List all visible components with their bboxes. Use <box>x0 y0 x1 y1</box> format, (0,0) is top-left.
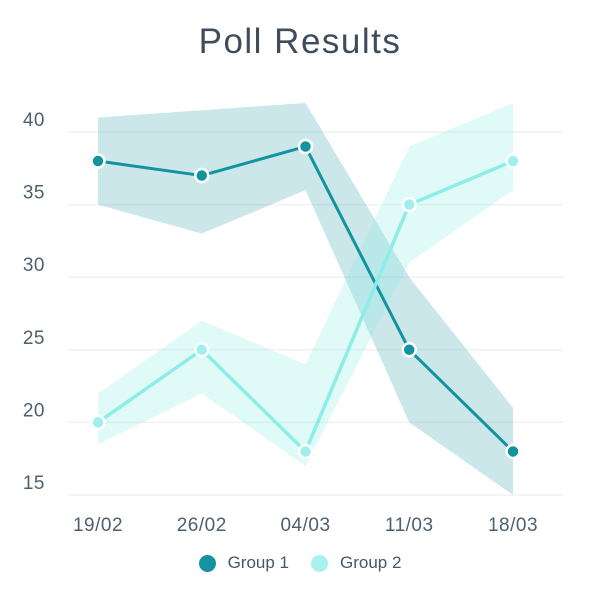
y-tick-label-35: 35 <box>23 183 45 204</box>
group2-legend-dot <box>311 554 328 572</box>
legend-item-group2[interactable]: Group 2 <box>311 553 401 573</box>
point-series-2-19-02 <box>90 414 106 431</box>
x-axis-labels: 19/02 26/02 04/03 11/03 18/03 <box>73 515 538 536</box>
point-series-1-04-03 <box>297 138 314 155</box>
point-series-1-11-03 <box>401 342 417 358</box>
y-tick-label-30: 30 <box>23 255 45 276</box>
group1-legend-label: Group 1 <box>227 553 289 572</box>
x-tick-label-18-03: 18/03 <box>488 515 538 536</box>
x-tick-label-11-03: 11/03 <box>385 515 434 536</box>
y-axis-labels: 15 20 25 30 35 40 <box>23 110 45 494</box>
y-tick-label-20: 20 <box>23 400 45 421</box>
series-1 <box>90 138 521 460</box>
group2-legend-label: Group 2 <box>340 553 402 572</box>
point-series-1-26-02 <box>194 167 210 184</box>
point-series-1-18-03 <box>505 443 521 460</box>
poll-results-chart: 15 20 25 30 35 40 19/02 26/02 04/03 11/03 18/03 <box>23 102 563 536</box>
series-2 <box>90 153 521 460</box>
point-series-2-11-03 <box>401 196 417 213</box>
chart-title: Poll Results <box>198 22 402 61</box>
point-series-1-19-02 <box>90 153 106 169</box>
band-series-1 <box>98 102 513 496</box>
y-tick-label-15: 15 <box>23 473 45 494</box>
x-tick-label-19-02: 19/02 <box>73 515 123 536</box>
point-series-2-26-02 <box>194 342 210 358</box>
x-tick-label-04-03: 04/03 <box>280 515 330 536</box>
group1-legend-dot <box>198 554 216 572</box>
band-series-2 <box>98 102 513 466</box>
point-series-2-18-03 <box>505 153 521 169</box>
gridlines <box>68 131 563 496</box>
chart-legend: Group 1 Group 2 <box>0 553 600 573</box>
point-series-2-04-03 <box>297 443 314 460</box>
y-tick-label-25: 25 <box>23 328 45 349</box>
legend-item-group1[interactable]: Group 1 <box>198 553 289 573</box>
y-tick-label-40: 40 <box>23 110 45 131</box>
x-tick-label-26-02: 26/02 <box>177 515 227 536</box>
